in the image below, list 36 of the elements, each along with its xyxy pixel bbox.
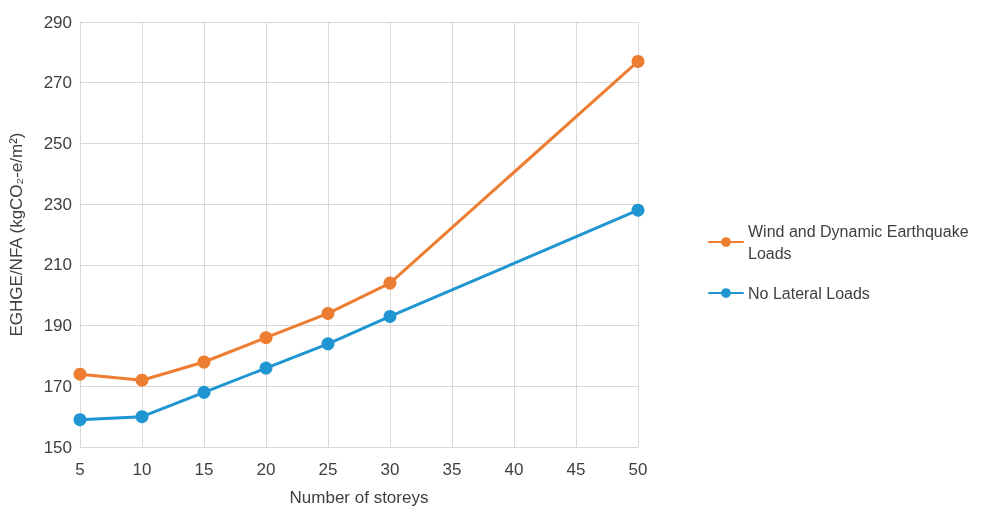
point xyxy=(321,306,335,320)
x-axis-title: Number of storeys xyxy=(289,488,429,507)
x-tick-label: 5 xyxy=(75,460,85,479)
x-tick-label: 50 xyxy=(628,460,648,479)
point xyxy=(259,331,273,345)
point xyxy=(259,361,273,375)
x-tick-label: 45 xyxy=(566,460,586,479)
x-tick-label: 10 xyxy=(132,460,152,479)
y-tick-label: 230 xyxy=(43,194,72,214)
point xyxy=(135,410,149,424)
y-tick-label: 250 xyxy=(43,133,72,153)
x-tick-label: 35 xyxy=(442,460,462,479)
x-tick-label: 40 xyxy=(504,460,524,479)
y-axis-title: EGHGE/NFA (kgCO₂-e/m²) xyxy=(7,132,26,337)
x-tick-label: 30 xyxy=(380,460,400,479)
point xyxy=(383,309,397,323)
point xyxy=(197,355,211,369)
y-tick-label: 170 xyxy=(43,376,72,396)
point xyxy=(383,276,397,290)
point xyxy=(321,337,335,351)
point xyxy=(135,373,149,387)
legend-label: No Lateral Loads xyxy=(748,284,870,302)
point xyxy=(73,367,87,381)
point xyxy=(631,203,645,217)
y-tick-label: 290 xyxy=(43,12,72,32)
x-tick-label: 25 xyxy=(318,460,338,479)
y-tick-label: 270 xyxy=(43,73,72,93)
y-tick-label: 150 xyxy=(43,437,72,457)
x-tick-label: 20 xyxy=(256,460,276,479)
legend-label: Wind and Dynamic Earthquake Loads xyxy=(748,222,973,262)
y-tick-label: 190 xyxy=(43,316,72,336)
point xyxy=(197,385,211,399)
point xyxy=(73,413,87,427)
y-tick-label: 210 xyxy=(43,255,72,275)
point xyxy=(631,54,645,68)
x-tick-label: 15 xyxy=(194,460,214,479)
